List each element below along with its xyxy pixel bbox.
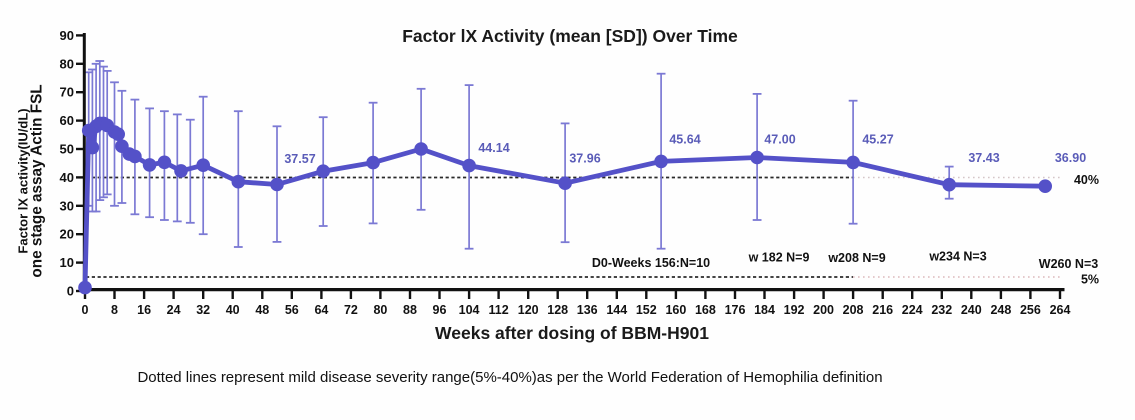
svg-text:208: 208 <box>843 303 864 317</box>
svg-text:60: 60 <box>60 113 74 128</box>
svg-text:37.96: 37.96 <box>569 152 600 166</box>
svg-text:80: 80 <box>373 303 387 317</box>
svg-text:Factor lX activity(IU/dL): Factor lX activity(IU/dL) <box>16 108 31 253</box>
svg-text:Dotted lines represent mild di: Dotted lines represent mild disease seve… <box>137 369 882 386</box>
svg-text:0: 0 <box>82 303 89 317</box>
svg-text:w234 N=3: w234 N=3 <box>928 250 986 264</box>
svg-text:16: 16 <box>137 303 151 317</box>
svg-text:168: 168 <box>695 303 716 317</box>
svg-text:232: 232 <box>931 303 952 317</box>
svg-text:47.00: 47.00 <box>764 133 795 147</box>
svg-text:40: 40 <box>60 170 74 185</box>
svg-text:8: 8 <box>111 303 118 317</box>
svg-text:184: 184 <box>754 303 775 317</box>
svg-text:37.43: 37.43 <box>968 151 999 165</box>
svg-text:136: 136 <box>577 303 598 317</box>
svg-text:90: 90 <box>60 28 74 43</box>
svg-text:70: 70 <box>60 85 74 100</box>
svg-text:10: 10 <box>60 255 74 270</box>
svg-text:37.57: 37.57 <box>284 152 315 166</box>
svg-text:80: 80 <box>60 56 74 71</box>
svg-text:64: 64 <box>314 303 328 317</box>
svg-text:112: 112 <box>489 303 509 317</box>
svg-text:144: 144 <box>606 303 627 317</box>
svg-text:30: 30 <box>60 198 74 213</box>
svg-text:44.14: 44.14 <box>478 141 509 155</box>
svg-text:56: 56 <box>285 303 299 317</box>
svg-text:72: 72 <box>344 303 358 317</box>
svg-text:w 182 N=9: w 182 N=9 <box>748 251 810 265</box>
svg-text:Weeks after dosing of BBM-H901: Weeks after dosing of BBM-H901 <box>435 323 709 343</box>
svg-text:50: 50 <box>60 142 74 157</box>
svg-text:32: 32 <box>196 303 210 317</box>
svg-text:192: 192 <box>784 303 805 317</box>
svg-text:160: 160 <box>665 303 686 317</box>
svg-text:152: 152 <box>636 303 657 317</box>
svg-text:128: 128 <box>547 303 568 317</box>
svg-text:256: 256 <box>1020 303 1041 317</box>
svg-text:5%: 5% <box>1081 273 1099 287</box>
svg-text:W260 N=3: W260 N=3 <box>1039 257 1098 271</box>
svg-text:216: 216 <box>872 303 893 317</box>
svg-text:104: 104 <box>459 303 480 317</box>
svg-text:264: 264 <box>1050 303 1071 317</box>
svg-text:45.27: 45.27 <box>862 133 893 147</box>
svg-text:45.64: 45.64 <box>669 133 700 147</box>
svg-text:96: 96 <box>433 303 447 317</box>
svg-text:0: 0 <box>67 284 74 299</box>
svg-text:D0-Weeks 156:N=10: D0-Weeks 156:N=10 <box>592 256 710 270</box>
svg-text:176: 176 <box>725 303 746 317</box>
svg-text:24: 24 <box>167 303 181 317</box>
svg-text:120: 120 <box>518 303 539 317</box>
svg-text:40: 40 <box>226 303 240 317</box>
svg-text:48: 48 <box>255 303 269 317</box>
svg-text:Factor lX Activity (mean [SD]): Factor lX Activity (mean [SD]) Over Time <box>402 26 738 46</box>
svg-text:w208 N=9: w208 N=9 <box>827 251 885 265</box>
svg-text:one stage assay Actin FSL: one stage assay Actin FSL <box>29 84 46 277</box>
svg-text:36.90: 36.90 <box>1055 151 1086 165</box>
svg-text:20: 20 <box>60 227 74 242</box>
svg-text:200: 200 <box>813 303 834 317</box>
svg-text:88: 88 <box>403 303 417 317</box>
svg-text:240: 240 <box>961 303 982 317</box>
svg-text:248: 248 <box>990 303 1011 317</box>
svg-text:224: 224 <box>902 303 923 317</box>
svg-text:40%: 40% <box>1074 173 1099 187</box>
